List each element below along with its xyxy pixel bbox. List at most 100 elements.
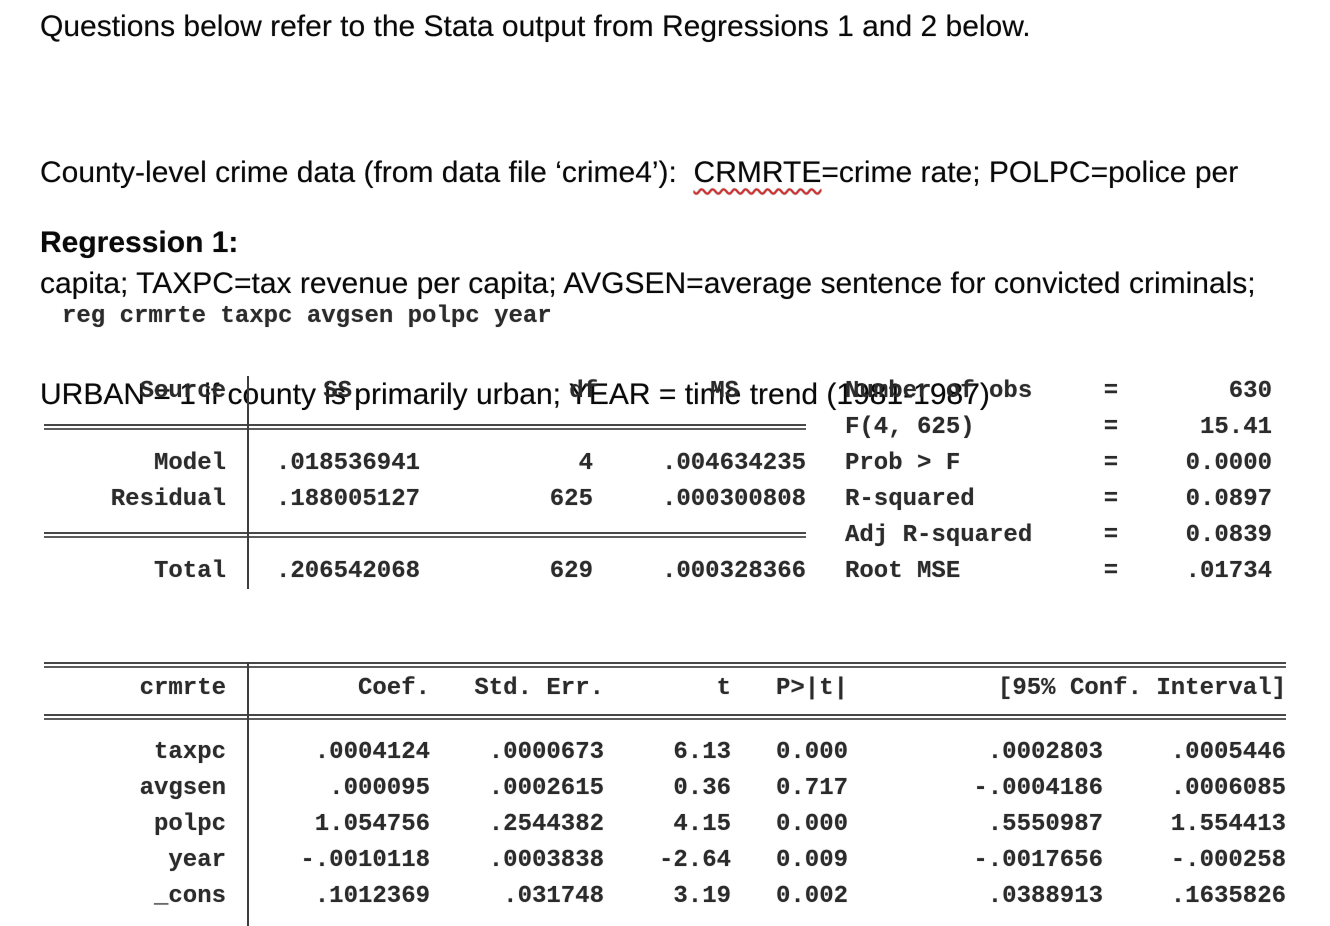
description-line1-before: County-level crime data (from data file … (40, 156, 694, 189)
anova-header-ss: SS (323, 377, 352, 405)
anova-row-model: Model .018536941 4 .004634235 Prob > F =… (44, 445, 1284, 481)
coef-ci-high: .1635826 (1170, 882, 1286, 910)
coef-row-polpc: polpc 1.054756 .2544382 4.15 0.000 .5550… (44, 806, 1286, 842)
summary-stat-rsquared: R-squared = 0.0897 (845, 481, 1272, 517)
equals-sign: = (1103, 557, 1119, 585)
anova-header-df: df (569, 377, 598, 405)
equals-sign: = (1103, 521, 1119, 549)
stat-label: Adj R-squared (845, 521, 1033, 549)
coef-header-p: P>|t| (775, 674, 848, 702)
coef-stderr: .031748 (503, 882, 604, 910)
coef-stderr: .0002615 (488, 774, 604, 802)
coef-row-taxpc: taxpc .0004124 .0000673 6.13 0.000 .0002… (44, 734, 1286, 770)
coefficient-table: crmrte Coef. Std. Err. t P>|t| [95% Conf… (44, 662, 1286, 926)
anova-divider-row: Adj R-squared = 0.0839 (44, 517, 1284, 553)
coef-header: crmrte Coef. Std. Err. t P>|t| [95% Conf… (44, 670, 1286, 706)
description-line-2: capita; TAXPC=tax revenue per capita; AV… (40, 267, 1256, 300)
coef-t: 3.19 (673, 882, 731, 910)
coef-t: 6.13 (673, 738, 731, 766)
coef-header-row: crmrte Coef. Std. Err. t P>|t| [95% Conf… (44, 670, 1286, 706)
coef-coef: .000095 (329, 774, 430, 802)
anova-header-source: Source (139, 377, 226, 405)
anova-divider-row: F(4, 625) = 15.41 (44, 409, 1284, 445)
stat-value: .01734 (1185, 557, 1272, 585)
anova-row-residual: Residual .188005127 625 .000300808 R-squ… (44, 481, 1284, 517)
misspelled-word-crmrte: CRMRTE (693, 156, 822, 189)
coef-ci-low: .0388913 (987, 882, 1103, 910)
anova-row-total: Total .206542068 629 .000328366 Root MSE… (44, 553, 1284, 589)
summary-stat-adjrsquared: Adj R-squared = 0.0839 (845, 517, 1272, 553)
stat-value: 0.0897 (1185, 485, 1272, 513)
stat-label: Root MSE (845, 557, 961, 585)
coef-vertical-divider (247, 662, 249, 926)
description-paragraph: County-level crime data (from data file … (40, 80, 1256, 487)
coef-t: 0.36 (673, 774, 731, 802)
coef-ci-low: -.0017656 (973, 846, 1103, 874)
intro-paragraph: Questions below refer to the Stata outpu… (40, 10, 1031, 43)
coef-ci-low: .0002803 (987, 738, 1103, 766)
coef-t: 4.15 (673, 810, 731, 838)
coef-coef: -.0010118 (300, 846, 430, 874)
regression-1-heading: Regression 1: (40, 226, 239, 259)
coef-header-ci: [95% Conf. Interval] (997, 674, 1286, 702)
anova-divider-line (44, 424, 806, 430)
coef-ci-low: .5550987 (987, 810, 1103, 838)
equals-sign: = (1103, 413, 1119, 441)
description-line1-after: =crime rate; POLPC=police per (821, 156, 1239, 189)
coef-header-coef: Coef. (357, 674, 430, 702)
coef-rows: taxpc .0004124 .0000673 6.13 0.000 .0002… (44, 734, 1286, 914)
coef-p: 0.000 (775, 810, 848, 838)
anova-df: 4 (578, 449, 593, 477)
anova-source: Residual (110, 485, 226, 513)
stat-label: F(4, 625) (845, 413, 975, 441)
equals-sign: = (1103, 377, 1119, 405)
coef-p: 0.009 (775, 846, 848, 874)
stat-label: Prob > F (845, 449, 961, 477)
stat-label: Number of obs (845, 377, 1033, 405)
coef-p: 0.002 (775, 882, 848, 910)
anova-divider-line (44, 532, 806, 538)
coef-ci-high: .0006085 (1170, 774, 1286, 802)
coef-ci-low: -.0004186 (973, 774, 1103, 802)
coef-header-line (44, 714, 1286, 720)
summary-stat-nobs: Number of obs = 630 (845, 373, 1272, 409)
coef-ci-high: -.000258 (1170, 846, 1286, 874)
coef-ci-high: 1.554413 (1170, 810, 1286, 838)
anova-header-row: Source SS df MS Number of obs = 630 (44, 373, 1284, 409)
coef-header-stderr: Std. Err. (474, 674, 604, 702)
coef-header-t: t (716, 674, 731, 702)
coef-var: _cons (153, 882, 226, 910)
coef-row-cons: _cons .1012369 .031748 3.19 0.002 .03889… (44, 878, 1286, 914)
stat-value: 15.41 (1199, 413, 1272, 441)
anova-source: Model (153, 449, 226, 477)
equals-sign: = (1103, 449, 1119, 477)
coef-row-year: year -.0010118 .0003838 -2.64 0.009 -.00… (44, 842, 1286, 878)
coef-var: year (168, 846, 226, 874)
anova-ms: .000300808 (661, 485, 806, 513)
coef-stderr: .0000673 (488, 738, 604, 766)
coef-var: taxpc (153, 738, 226, 766)
coef-ci-high: .0005446 (1170, 738, 1286, 766)
coef-coef: 1.054756 (314, 810, 430, 838)
anova-df: 629 (549, 557, 593, 585)
coef-var: avgsen (139, 774, 226, 802)
anova-source: Total (153, 557, 226, 585)
stat-value: 0.0000 (1185, 449, 1272, 477)
anova-ms: .004634235 (661, 449, 806, 477)
coef-coef: .1012369 (314, 882, 430, 910)
coef-top-line (44, 662, 1286, 668)
anova-header-ms: MS (710, 377, 739, 405)
summary-stat-f: F(4, 625) = 15.41 (845, 409, 1272, 445)
stat-value: 630 (1228, 377, 1272, 405)
anova-table: Source SS df MS Number of obs = 630 F(4,… (44, 373, 1284, 589)
coef-p: 0.000 (775, 738, 848, 766)
anova-vertical-divider (247, 376, 249, 589)
coef-header-depvar: crmrte (139, 674, 226, 702)
coef-coef: .0004124 (314, 738, 430, 766)
stata-command: reg crmrte taxpc avgsen polpc year (62, 303, 552, 330)
coef-p: 0.717 (775, 774, 848, 802)
stat-label: R-squared (845, 485, 975, 513)
anova-ss: .188005127 (275, 485, 420, 513)
coef-stderr: .2544382 (488, 810, 604, 838)
